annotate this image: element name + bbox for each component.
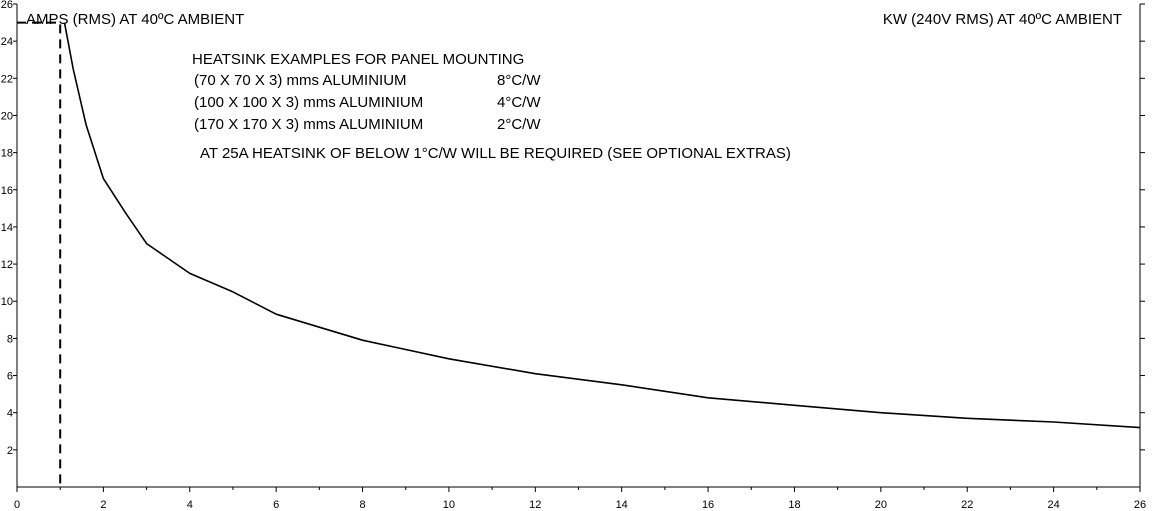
series	[17, 21, 1141, 487]
y-tick-label: 16	[1, 185, 13, 197]
y-tick-label: 2	[7, 445, 13, 457]
annotation-rating-70: 8°C/W	[497, 72, 541, 89]
y-tick-label: 22	[1, 73, 13, 85]
x-tick-label: 10	[443, 499, 455, 511]
right-axis-label: KW (240V RMS) AT 40ºC AMBIENT	[883, 11, 1122, 28]
labels: AMPS (RMS) AT 40ºC AMBIENT KW (240V RMS)…	[26, 11, 1122, 162]
x-tick-label: 26	[1134, 499, 1146, 511]
annotation-rating-100: 4°C/W	[497, 94, 541, 111]
y-tick-label: 8	[7, 333, 13, 345]
x-tick-label: 4	[187, 499, 193, 511]
x-tick-label: 16	[702, 499, 714, 511]
annotation-heatsink-heading: HEATSINK EXAMPLES FOR PANEL MOUNTING	[192, 51, 524, 68]
x-tick-label: 2	[100, 499, 106, 511]
annotation-rating-170: 2°C/W	[497, 116, 541, 133]
y-tick-label: 4	[7, 408, 13, 420]
x-tick-label: 6	[273, 499, 279, 511]
dashed-limit-line	[17, 21, 62, 487]
annotation-heatsink-100: (100 X 100 X 3) mms ALUMINIUM	[194, 94, 423, 111]
y-tick-label: 20	[1, 110, 13, 122]
x-tick-label: 0	[14, 499, 20, 511]
axes	[16, 4, 1141, 488]
x-tick-label: 18	[788, 499, 800, 511]
x-tick-label: 20	[875, 499, 887, 511]
y-tick-label: 6	[7, 371, 13, 383]
x-tick-label: 12	[529, 499, 541, 511]
y-tick-label: 24	[1, 36, 13, 48]
derating-curve	[63, 22, 1141, 429]
x-tick-label: 14	[616, 499, 628, 511]
y-tick-label: 14	[1, 222, 13, 234]
y-tick-label: 12	[1, 259, 13, 271]
left-axis-label: AMPS (RMS) AT 40ºC AMBIENT	[26, 11, 244, 28]
y-tick-label: 10	[1, 296, 13, 308]
y-tick-label: 26	[1, 0, 13, 11]
x-tick-label: 8	[359, 499, 365, 511]
y-tick-label: 18	[1, 148, 13, 160]
x-tick-label: 24	[1047, 499, 1059, 511]
annotation-heatsink-170: (170 X 170 X 3) mms ALUMINIUM	[194, 116, 423, 133]
annotation-heatsink-70: (70 X 70 X 3) mms ALUMINIUM	[194, 72, 407, 89]
x-tick-label: 22	[961, 499, 973, 511]
annotation-heatsink-requirement: AT 25A HEATSINK OF BELOW 1°C/W WILL BE R…	[200, 145, 791, 162]
